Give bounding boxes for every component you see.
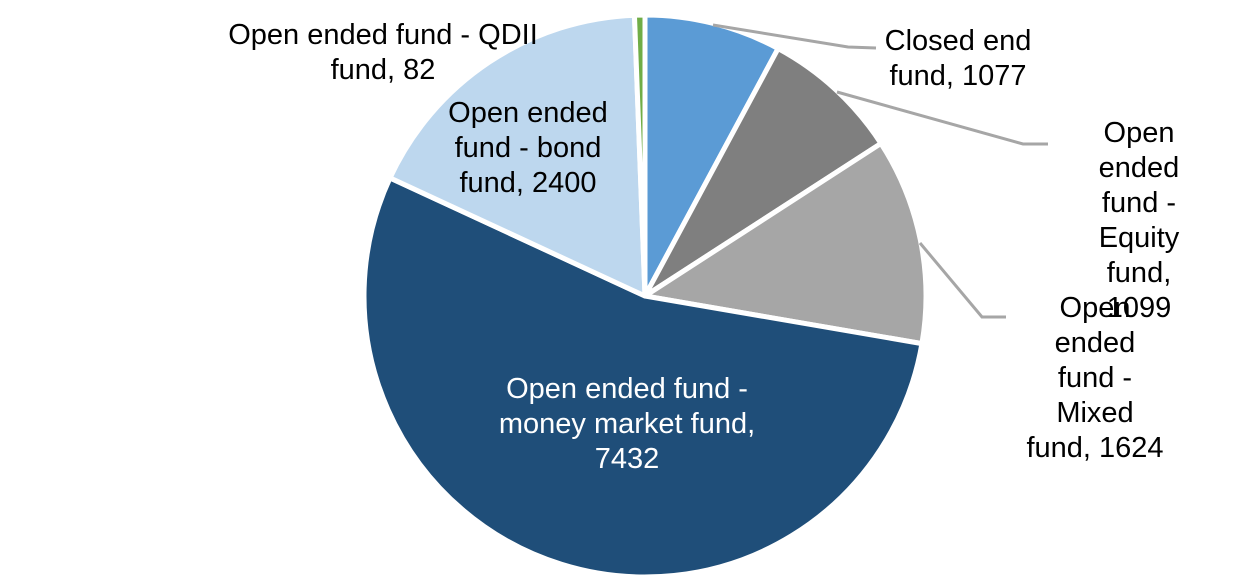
pie-slice-open-ended-qdii-fund [631,12,648,299]
leader-line-open-ended-equity-fund [836,90,1048,146]
pie-slice-open-ended-money-market-fund [361,175,925,580]
leader-line-open-ended-mixed-fund [918,242,1006,319]
pie-slice-open-ended-bond-fund [387,12,648,299]
pie-slice-closed-end-fund [642,12,781,299]
pie-slice-open-ended-mixed-fund [642,140,929,347]
leader-line-closed-end-fund [712,23,877,50]
pie-slice-open-ended-equity-fund [642,46,884,299]
